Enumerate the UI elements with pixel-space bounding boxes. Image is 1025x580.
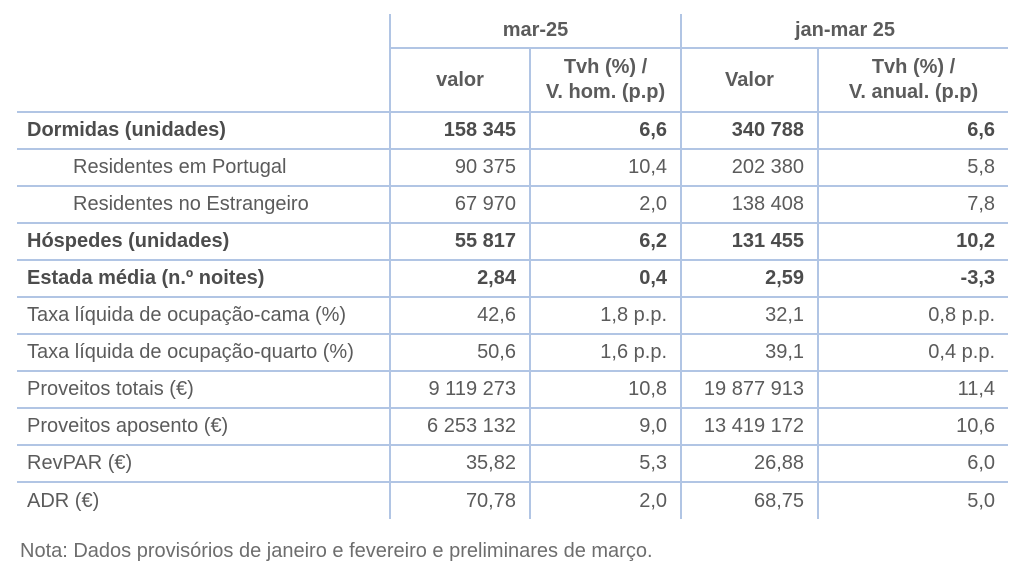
cell-tvh-quarter: 5,0 (817, 482, 1009, 519)
cell-tvh-quarter: 7,8 (817, 186, 1009, 224)
cell-tvh-quarter: 6,6 (817, 112, 1009, 150)
cell-tvh-quarter: 10,2 (817, 223, 1009, 261)
col-header-valor-month: valor (389, 48, 530, 113)
cell-tvh-month: 2,0 (528, 482, 682, 519)
cell-tvh-quarter: 0,8 p.p. (817, 297, 1009, 335)
row-label: Residentes no Estrangeiro (17, 186, 390, 224)
row-label: Estada média (n.º noites) (17, 260, 390, 298)
table-row-adr: ADR (€) 70,78 2,0 68,75 5,0 (17, 482, 1009, 519)
row-label: ADR (€) (27, 489, 100, 512)
footnote: Nota: Dados provisórios de janeiro e fev… (20, 540, 653, 562)
row-label: Hóspedes (unidades) (17, 223, 390, 261)
col-header-tvh-month: Tvh (%) / V. hom. (p.p) (528, 48, 682, 113)
cell-tvh-quarter: 10,6 (817, 408, 1009, 446)
col-header-valor-quarter: Valor (680, 48, 819, 113)
cell-tvh-month: 1,8 p.p. (528, 297, 682, 335)
cell-valor-quarter: 138 408 (680, 186, 819, 224)
header-period-month: mar-25 (388, 14, 682, 49)
cell-tvh-month: 2,0 (528, 186, 682, 224)
cell-valor-quarter: 13 419 172 (680, 408, 819, 446)
cell-valor-quarter: 39,1 (680, 334, 819, 372)
header-columns-row: valor Tvh (%) / V. hom. (p.p) Valor Tvh … (17, 48, 1009, 113)
cell-tvh-quarter: -3,3 (817, 260, 1009, 298)
cell-valor-month: 70,78 (389, 482, 530, 519)
col-header-tvh-month-line2: V. hom. (p.p) (545, 81, 666, 103)
table-row-proveitos-totais: Proveitos totais (€) 9 119 273 10,8 19 8… (17, 371, 1009, 409)
row-label: Dormidas (unidades) (17, 112, 390, 150)
cell-valor-month: 55 817 (389, 223, 530, 261)
table-row-residentes-estrangeiro: Residentes no Estrangeiro 67 970 2,0 138… (17, 186, 1009, 224)
cell-valor-quarter: 202 380 (680, 149, 819, 187)
cell-valor-month: 42,6 (389, 297, 530, 335)
cell-valor-month: 6 253 132 (389, 408, 530, 446)
cell-tvh-month: 5,3 (528, 445, 682, 483)
cell-valor-quarter: 32,1 (680, 297, 819, 335)
row-label: RevPAR (€) (17, 445, 390, 483)
cell-tvh-quarter: 6,0 (817, 445, 1009, 483)
col-header-tvh-quarter-line1: Tvh (%) / (871, 56, 956, 78)
table-row-taxa-ocupacao-quarto: Taxa líquida de ocupação-quarto (%) 50,6… (17, 334, 1009, 372)
table-row-proveitos-aposento: Proveitos aposento (€) 6 253 132 9,0 13 … (17, 408, 1009, 446)
cell-tvh-quarter: 11,4 (817, 371, 1009, 409)
table-row-dormidas: Dormidas (unidades) 158 345 6,6 340 788 … (17, 112, 1009, 150)
cell-valor-quarter: 19 877 913 (680, 371, 819, 409)
cell-tvh-month: 6,6 (528, 112, 682, 150)
row-label: Residentes em Portugal (17, 149, 390, 187)
cell-valor-quarter: 131 455 (680, 223, 819, 261)
cell-valor-month: 35,82 (389, 445, 530, 483)
row-label: Taxa líquida de ocupação-quarto (%) (17, 334, 390, 372)
tourism-stats-table: mar-25 jan-mar 25 valor Tvh (%) / V. hom… (17, 14, 1009, 519)
col-header-tvh-quarter-line2: V. anual. (p.p) (848, 81, 979, 103)
table-row-estada-media: Estada média (n.º noites) 2,84 0,4 2,59 … (17, 260, 1009, 298)
cell-tvh-month: 0,4 (528, 260, 682, 298)
header-period-row: mar-25 jan-mar 25 (17, 14, 1009, 49)
cell-tvh-month: 9,0 (528, 408, 682, 446)
cell-tvh-quarter: 5,8 (817, 149, 1009, 187)
row-label: Proveitos totais (€) (17, 371, 390, 409)
header-corner-cell-2 (17, 48, 390, 113)
cell-tvh-month: 10,4 (528, 149, 682, 187)
table-row-residentes-portugal: Residentes em Portugal 90 375 10,4 202 3… (17, 149, 1009, 187)
col-header-tvh-quarter: Tvh (%) / V. anual. (p.p) (817, 48, 1009, 113)
table-row-hospedes: Hóspedes (unidades) 55 817 6,2 131 455 1… (17, 223, 1009, 261)
table-row-revpar: RevPAR (€) 35,82 5,3 26,88 6,0 (17, 445, 1009, 483)
row-label: Taxa líquida de ocupação-cama (%) (17, 297, 390, 335)
row-label: Proveitos aposento (€) (17, 408, 390, 446)
cell-valor-quarter: 340 788 (680, 112, 819, 150)
table-row-taxa-ocupacao-cama: Taxa líquida de ocupação-cama (%) 42,6 1… (17, 297, 1009, 335)
col-header-tvh-month-line1: Tvh (%) / (563, 56, 648, 78)
cell-valor-month: 90 375 (389, 149, 530, 187)
cell-valor-month: 50,6 (389, 334, 530, 372)
cell-valor-quarter: 2,59 (680, 260, 819, 298)
cell-valor-month: 2,84 (389, 260, 530, 298)
header-corner-cell (17, 14, 390, 48)
cell-valor-month: 67 970 (389, 186, 530, 224)
cell-valor-quarter: 26,88 (680, 445, 819, 483)
cell-tvh-month: 1,6 p.p. (528, 334, 682, 372)
cell-tvh-month: 6,2 (528, 223, 682, 261)
cell-tvh-month: 10,8 (528, 371, 682, 409)
cell-valor-month: 9 119 273 (389, 371, 530, 409)
header-period-quarter: jan-mar 25 (680, 14, 1009, 49)
cell-valor-quarter: 68,75 (680, 482, 819, 519)
cell-valor-month: 158 345 (389, 112, 530, 150)
cell-tvh-quarter: 0,4 p.p. (817, 334, 1009, 372)
